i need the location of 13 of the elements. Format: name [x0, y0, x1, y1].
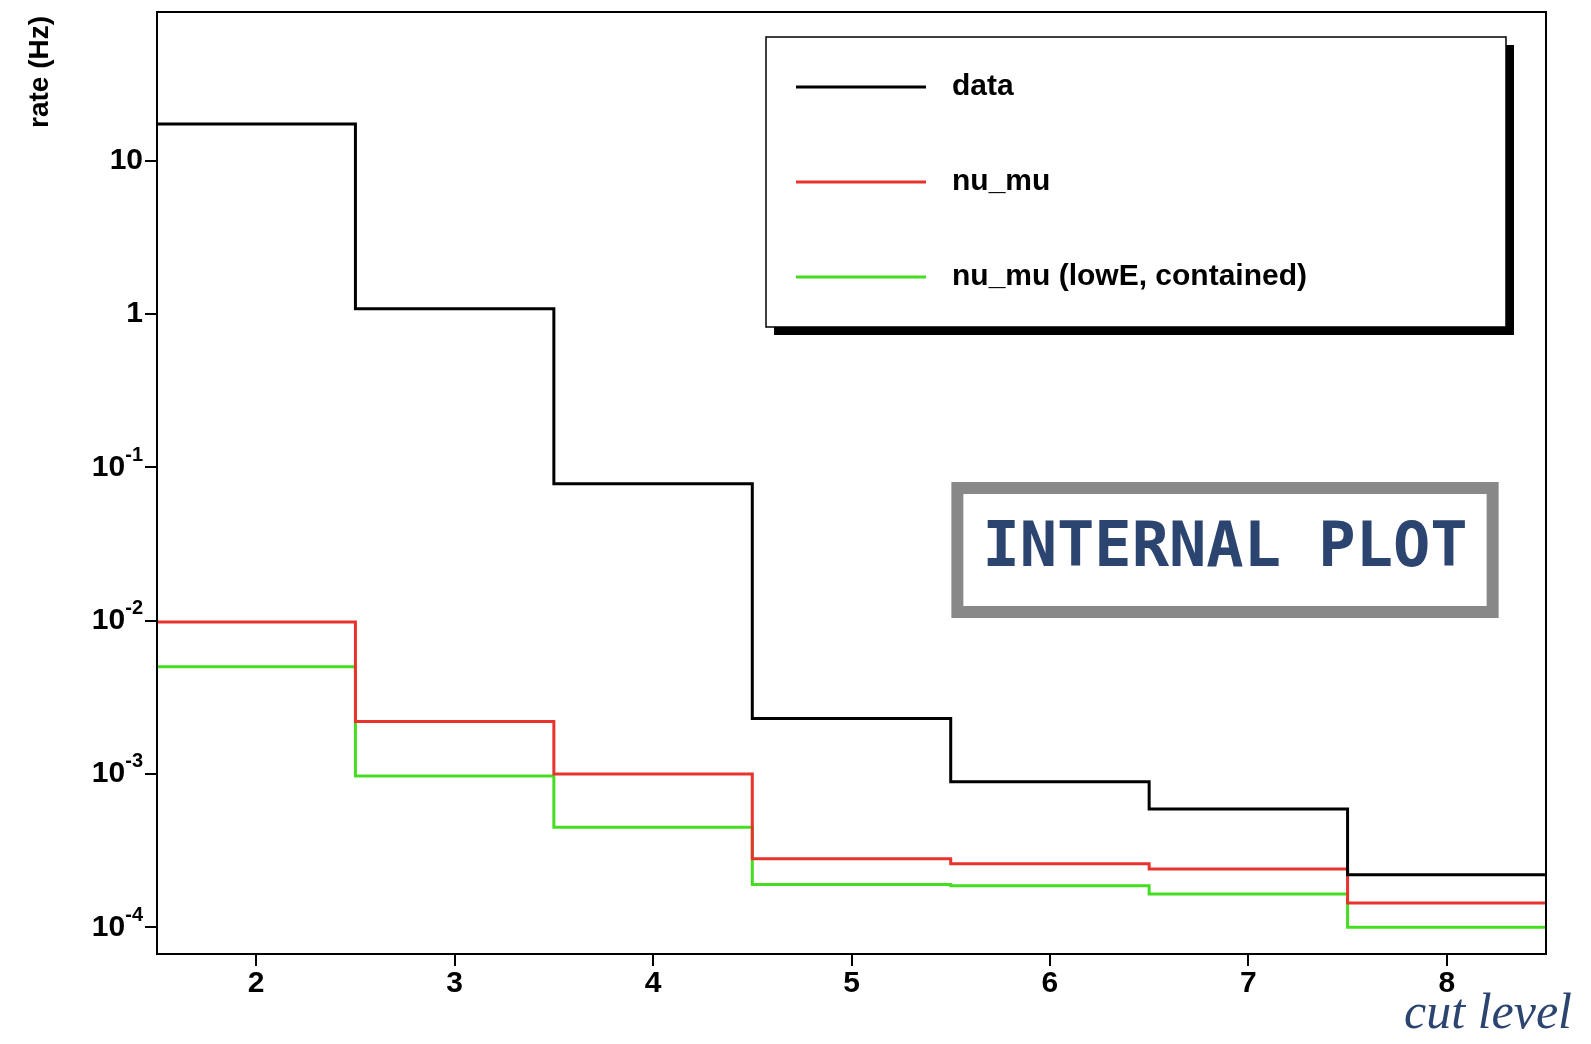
x-tick-label: 3 [446, 965, 463, 999]
x-tick-label: 6 [1041, 965, 1059, 999]
legend-label: nu_mu (lowE, contained) [952, 258, 1308, 292]
y-tick-label: 10 [109, 141, 144, 175]
x-tick-label: 7 [1240, 965, 1257, 999]
legend-label: nu_mu [952, 163, 1051, 197]
x-tick-label: 4 [644, 965, 662, 999]
y-tick-label: 1 [126, 295, 143, 329]
y-axis-title: rate (Hz) [22, 16, 54, 129]
annotation: INTERNAL PLOT [982, 508, 1468, 582]
x-tick-label: 2 [247, 965, 265, 999]
x-tick-label: 5 [843, 965, 860, 999]
legend-label: data [952, 68, 1014, 102]
